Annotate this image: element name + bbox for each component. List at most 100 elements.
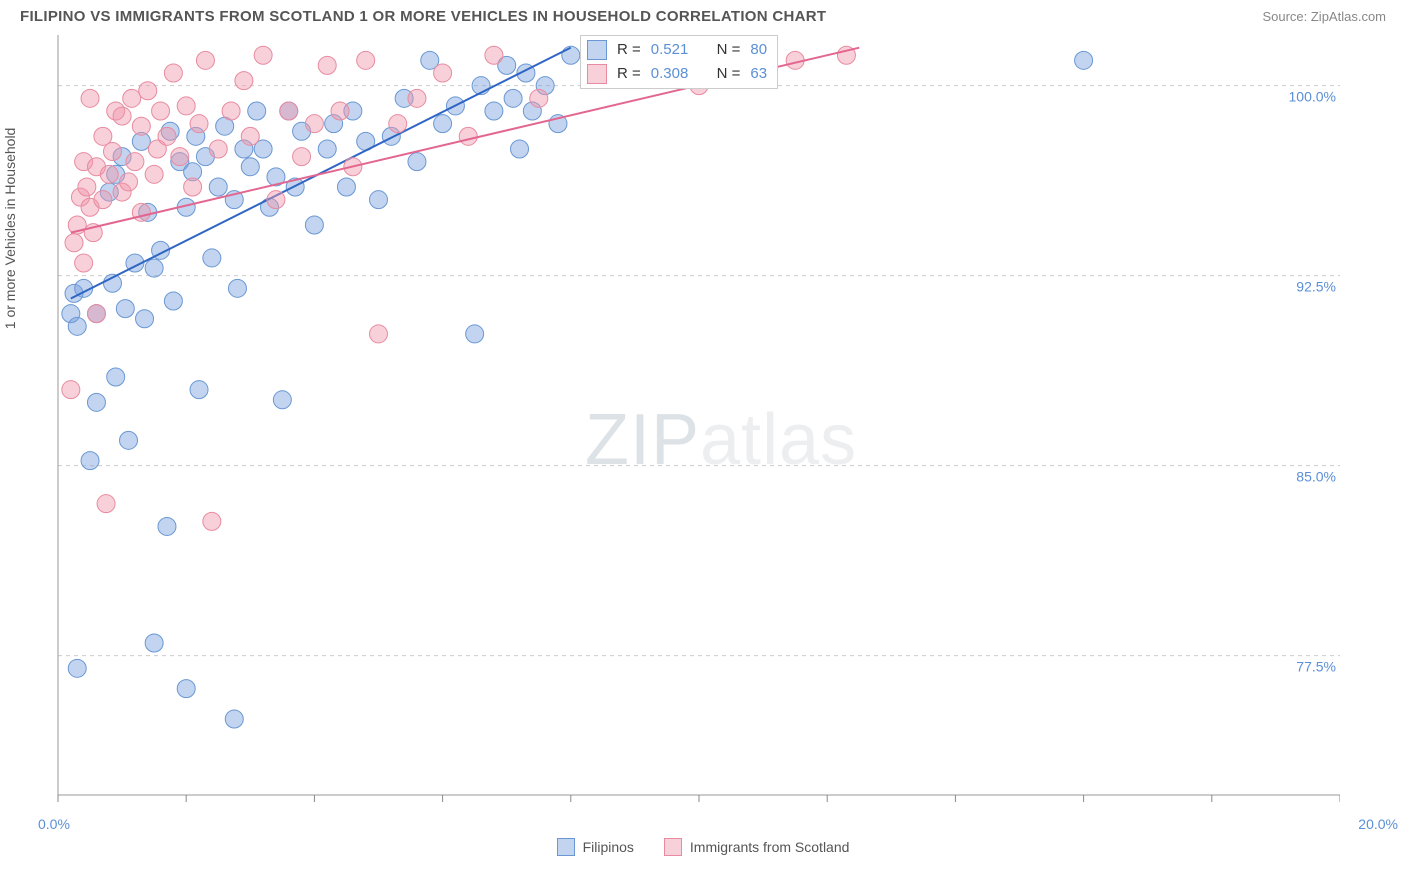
series-swatch	[587, 40, 607, 60]
series-swatch	[587, 64, 607, 84]
stats-row: R = 0.521 N = 80	[587, 38, 767, 62]
data-point	[305, 216, 323, 234]
data-point	[248, 102, 266, 120]
data-point	[203, 512, 221, 530]
scatter-chart: 77.5% 85.0% 92.5% 100.0%	[20, 29, 1340, 809]
data-point	[203, 249, 221, 267]
data-point	[164, 64, 182, 82]
data-point	[75, 254, 93, 272]
stats-row: R = 0.308 N = 63	[587, 62, 767, 86]
data-point	[209, 178, 227, 196]
y-tick-label: 85.0%	[1296, 469, 1336, 485]
data-point	[408, 89, 426, 107]
legend-label: Immigrants from Scotland	[690, 839, 850, 855]
data-point	[318, 140, 336, 158]
data-point	[87, 393, 105, 411]
x-min-label: 0.0%	[38, 816, 70, 832]
data-point	[196, 51, 214, 69]
stat-n-value: 80	[750, 38, 767, 62]
correlation-stats-box: R = 0.521 N = 80 R = 0.308 N = 63	[580, 35, 778, 89]
data-point	[68, 317, 86, 335]
data-point	[97, 495, 115, 513]
data-point	[466, 325, 484, 343]
data-point	[68, 659, 86, 677]
data-point	[389, 115, 407, 133]
data-point	[370, 191, 388, 209]
data-point	[132, 203, 150, 221]
data-point	[158, 517, 176, 535]
data-point	[254, 46, 272, 64]
data-point	[357, 51, 375, 69]
data-point	[171, 148, 189, 166]
data-point	[408, 153, 426, 171]
data-point	[145, 634, 163, 652]
data-point	[305, 115, 323, 133]
chart-title: FILIPINO VS IMMIGRANTS FROM SCOTLAND 1 O…	[20, 8, 826, 25]
data-point	[562, 46, 580, 64]
data-point	[107, 368, 125, 386]
data-point	[370, 325, 388, 343]
data-point	[123, 89, 141, 107]
y-tick-label: 77.5%	[1296, 659, 1336, 675]
data-point	[504, 89, 522, 107]
data-point	[267, 191, 285, 209]
y-tick-label: 100.0%	[1289, 89, 1336, 105]
stat-n-label: N =	[717, 62, 741, 86]
data-point	[293, 148, 311, 166]
legend-item: Filipinos	[557, 838, 634, 856]
data-point	[145, 165, 163, 183]
legend-bottom: Filipinos Immigrants from Scotland	[0, 838, 1406, 856]
legend-swatch	[664, 838, 682, 856]
data-point	[100, 165, 118, 183]
data-point	[139, 82, 157, 100]
data-point	[459, 127, 477, 145]
data-point	[113, 107, 131, 125]
data-point	[87, 305, 105, 323]
data-point	[184, 178, 202, 196]
data-point	[120, 173, 138, 191]
stat-n-label: N =	[717, 38, 741, 62]
data-point	[241, 127, 259, 145]
data-point	[62, 381, 80, 399]
legend-swatch	[557, 838, 575, 856]
y-axis-label: 1 or more Vehicles in Household	[2, 127, 18, 329]
data-point	[225, 710, 243, 728]
data-point	[241, 158, 259, 176]
data-point	[145, 259, 163, 277]
data-point	[136, 310, 154, 328]
data-point	[485, 46, 503, 64]
legend-item: Immigrants from Scotland	[664, 838, 850, 856]
data-point	[81, 89, 99, 107]
data-point	[228, 279, 246, 297]
data-point	[81, 452, 99, 470]
data-point	[511, 140, 529, 158]
y-tick-label: 92.5%	[1296, 279, 1336, 295]
data-point	[120, 431, 138, 449]
stat-r-value: 0.521	[651, 38, 689, 62]
data-point	[177, 97, 195, 115]
data-point	[280, 102, 298, 120]
data-point	[190, 381, 208, 399]
data-point	[103, 143, 121, 161]
data-point	[78, 178, 96, 196]
data-point	[1075, 51, 1093, 69]
stat-r-label: R =	[617, 62, 641, 86]
data-point	[530, 89, 548, 107]
data-point	[158, 127, 176, 145]
data-point	[94, 191, 112, 209]
data-point	[434, 115, 452, 133]
data-point	[318, 56, 336, 74]
stat-n-value: 63	[750, 62, 767, 86]
x-max-label: 20.0%	[1358, 816, 1398, 832]
data-point	[331, 102, 349, 120]
data-point	[126, 153, 144, 171]
legend-label: Filipinos	[583, 839, 634, 855]
data-point	[222, 102, 240, 120]
chart-source: Source: ZipAtlas.com	[1262, 9, 1386, 24]
stat-r-value: 0.308	[651, 62, 689, 86]
chart-container: 1 or more Vehicles in Household 77.5%85.…	[20, 29, 1386, 814]
data-point	[190, 115, 208, 133]
stat-r-label: R =	[617, 38, 641, 62]
x-axis-range-labels: 0.0% 20.0%	[0, 816, 1406, 832]
data-point	[209, 140, 227, 158]
